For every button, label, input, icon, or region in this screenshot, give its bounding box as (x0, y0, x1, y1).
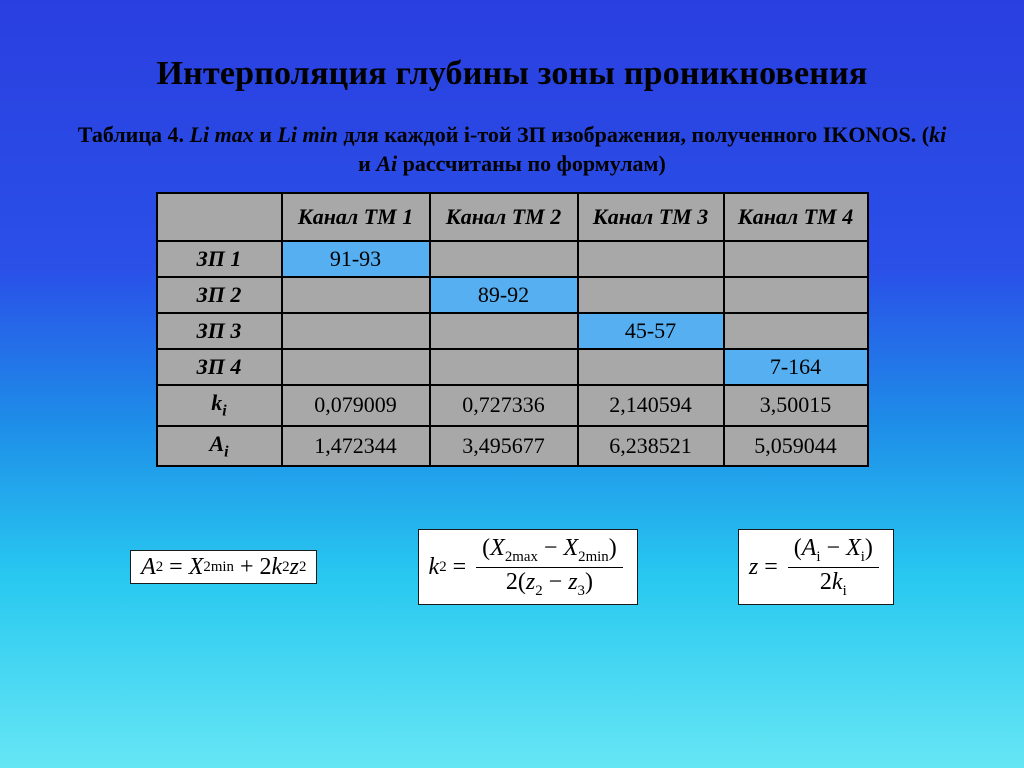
equals-sign: = (169, 555, 183, 579)
table-cell (430, 241, 578, 277)
f1-lhs-sub: 2 (156, 560, 163, 575)
table-cell: 6,238521 (578, 426, 724, 466)
f1-lhs-var: A (141, 555, 156, 579)
table-cell: 1,472344 (282, 426, 430, 466)
formula-z: z = (Ai − Xi) 2ki (738, 529, 894, 605)
row-header: ЗП 1 (157, 241, 282, 277)
caption-suffix: рассчитаны по формулам) (397, 151, 666, 176)
f2-num-a-sub: 2max (505, 549, 538, 565)
formula-row: A2 = X2min + 2k2z2 k2 = (X2max − X2min) … (70, 529, 954, 605)
f2-den-z1-sub: 2 (535, 582, 542, 598)
f3-den: 2ki (814, 568, 853, 601)
f2-den-z2-var: z (568, 569, 577, 595)
f2-lhs-var: k (429, 555, 440, 579)
column-header: Канал TM 3 (578, 193, 724, 241)
table-cell: 0,079009 (282, 385, 430, 425)
f1-t1-sub: 2min (203, 560, 234, 575)
row-header: ЗП 4 (157, 349, 282, 385)
f3-den-coef: 2 (820, 569, 832, 595)
f3-lhs-var: z (749, 555, 758, 579)
row-header: ЗП 3 (157, 313, 282, 349)
f1-t2-ksub: 2 (282, 560, 289, 575)
f2-den-z2-sub: 3 (578, 582, 585, 598)
caption-and2: и (358, 151, 376, 176)
table-cell (430, 313, 578, 349)
slide: Интерполяция глубины зоны проникновения … (0, 0, 1024, 605)
table-corner (157, 193, 282, 241)
column-header: Канал TM 2 (430, 193, 578, 241)
table-cell: 91-93 (282, 241, 430, 277)
caption-li-max: Li max (190, 122, 254, 147)
slide-title: Интерполяция глубины зоны проникновения (70, 55, 954, 93)
f2-num-b-var: X (563, 535, 578, 561)
row-header: Ai (157, 426, 282, 466)
table-cell (724, 313, 868, 349)
f3-den-k-sub: i (843, 582, 847, 598)
f3-num: (Ai − Xi) (788, 534, 879, 568)
f2-lhs-sub: 2 (439, 560, 446, 575)
f1-t2-coef: 2 (260, 555, 272, 579)
f2-fraction: (X2max − X2min) 2(z2 − z3) (476, 534, 623, 600)
table-cell (282, 349, 430, 385)
f3-den-k-var: k (832, 569, 843, 595)
table-cell: 89-92 (430, 277, 578, 313)
f1-t2-z: z (290, 555, 299, 579)
caption-ai: Ai (376, 151, 397, 176)
table-cell: 45-57 (578, 313, 724, 349)
column-header: Канал TM 1 (282, 193, 430, 241)
formula-k2: k2 = (X2max − X2min) 2(z2 − z3) (418, 529, 638, 605)
caption-ki: ki (929, 122, 946, 147)
caption-mid: для каждой i-той ЗП изображения, получен… (338, 122, 929, 147)
table-cell (578, 277, 724, 313)
caption-prefix: Таблица 4. (78, 122, 190, 147)
formula-a2: A2 = X2min + 2k2z2 (130, 550, 317, 584)
table-caption: Таблица 4. Li max и Li min для каждой i-… (70, 121, 954, 178)
f2-den-z1-var: z (526, 569, 535, 595)
plus-sign: + (234, 555, 260, 579)
table-cell: 3,495677 (430, 426, 578, 466)
caption-li-min: Li min (277, 122, 338, 147)
f1-t2-k: k (272, 555, 283, 579)
f2-num-a-var: X (490, 535, 505, 561)
equals-sign: = (764, 555, 778, 579)
f2-den-coef: 2 (506, 569, 518, 595)
row-header: ki (157, 385, 282, 425)
table-cell: 3,50015 (724, 385, 868, 425)
table-cell: 7-164 (724, 349, 868, 385)
f3-num-a-var: A (802, 535, 817, 561)
table-cell (578, 241, 724, 277)
f2-den: 2(z2 − z3) (500, 568, 599, 601)
caption-and: и (254, 122, 278, 147)
table-cell: 2,140594 (578, 385, 724, 425)
column-header: Канал TM 4 (724, 193, 868, 241)
equals-sign: = (453, 555, 467, 579)
table-cell (282, 313, 430, 349)
table-cell (724, 277, 868, 313)
f1-t1-var: X (189, 555, 204, 579)
table-cell (282, 277, 430, 313)
table-cell (430, 349, 578, 385)
table-cell (578, 349, 724, 385)
table-cell (724, 241, 868, 277)
f3-num-b-var: X (846, 535, 861, 561)
f2-num-b-sub: 2min (578, 549, 609, 565)
f2-num: (X2max − X2min) (476, 534, 623, 568)
table-cell: 5,059044 (724, 426, 868, 466)
f1-t2-zsub: 2 (299, 560, 306, 575)
data-table: Канал TM 1Канал TM 2Канал TM 3Канал TM 4… (156, 192, 869, 467)
table-cell: 0,727336 (430, 385, 578, 425)
f3-fraction: (Ai − Xi) 2ki (788, 534, 879, 600)
row-header: ЗП 2 (157, 277, 282, 313)
